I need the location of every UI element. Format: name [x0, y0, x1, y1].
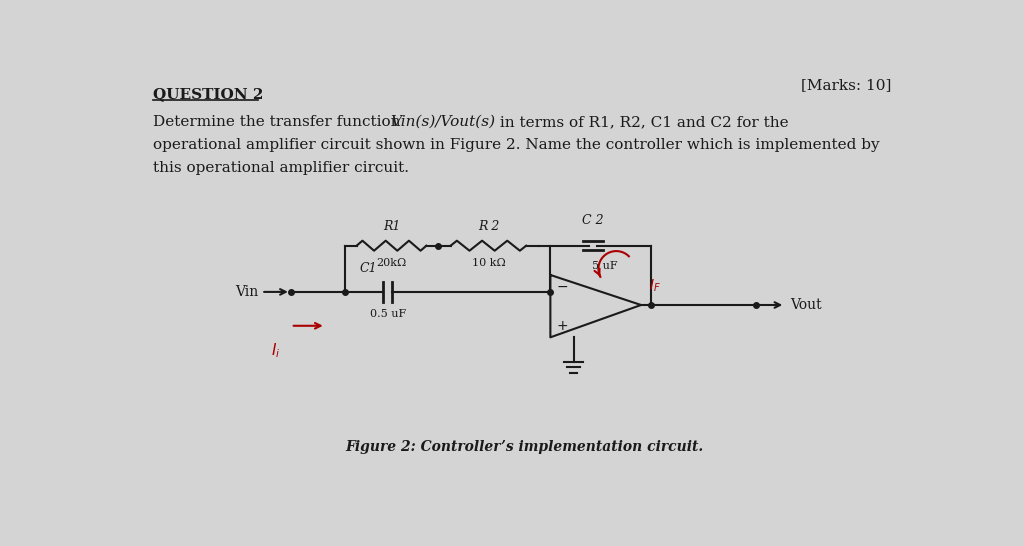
Text: [Marks: 10]: [Marks: 10]: [801, 78, 891, 92]
Text: R1: R1: [383, 219, 400, 233]
Text: C1: C1: [359, 262, 377, 275]
Text: operational amplifier circuit shown in Figure 2. Name the controller which is im: operational amplifier circuit shown in F…: [153, 138, 880, 152]
Text: 20kΩ: 20kΩ: [377, 258, 407, 268]
Text: C 2: C 2: [583, 214, 604, 227]
Text: Figure 2: Controller’s implementation circuit.: Figure 2: Controller’s implementation ci…: [346, 440, 703, 454]
Text: $I_F$: $I_F$: [649, 278, 660, 294]
Text: 0.5 uF: 0.5 uF: [370, 309, 406, 319]
Text: Vin(s)/Vout(s): Vin(s)/Vout(s): [390, 115, 495, 129]
Text: in terms of R1, R2, C1 and C2 for the: in terms of R1, R2, C1 and C2 for the: [495, 115, 788, 129]
Text: $I_i$: $I_i$: [270, 341, 280, 360]
Text: 10 kΩ: 10 kΩ: [471, 258, 505, 268]
Text: −: −: [557, 280, 568, 294]
Text: R 2: R 2: [477, 219, 499, 233]
Text: +: +: [557, 319, 568, 333]
Text: Vout: Vout: [791, 298, 822, 312]
Text: 5 uF: 5 uF: [592, 261, 617, 271]
Text: this operational amplifier circuit.: this operational amplifier circuit.: [153, 161, 409, 175]
Text: Vin: Vin: [234, 285, 258, 299]
Text: QUESTION 2: QUESTION 2: [153, 87, 263, 101]
Text: Determine the transfer function: Determine the transfer function: [153, 115, 406, 129]
